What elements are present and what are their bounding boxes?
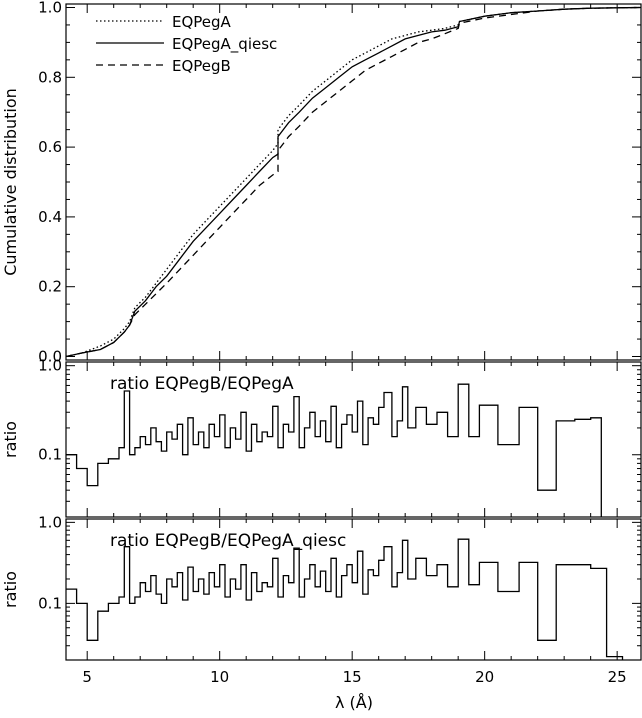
series-line-eqpega <box>66 6 641 358</box>
panel-title: ratio EQPegB/EQPegA_qiesc <box>110 531 346 551</box>
plot-frame <box>65 3 642 361</box>
y-axis-title: Cumulative distribution <box>1 88 20 276</box>
legend-label: EQPegB <box>172 57 231 75</box>
panel-ratio-a: 0.1 1.0 ratio ratio EQPegB/EQPegA <box>1 357 642 518</box>
series-line-ratio-b-ratio <box>66 538 624 660</box>
x-tick-label: 10 <box>210 668 229 686</box>
x-tick-label: 5 <box>82 668 92 686</box>
plot-frame <box>65 361 642 518</box>
y-tick-label: 0.2 <box>38 278 62 296</box>
series-line-ratio-a-ratio <box>66 383 602 517</box>
legend-label: EQPegA <box>172 13 232 31</box>
y-tick-label: 1.0 <box>38 513 62 531</box>
series-line-eqpega-qiesc <box>66 6 641 358</box>
y-axis-title: ratio <box>1 571 20 608</box>
series-line-eqpegb <box>66 6 641 358</box>
y-axis-title: ratio <box>1 421 20 458</box>
x-axis-labels: 5 10 15 20 25 <box>82 668 626 686</box>
x-tick-label: 25 <box>608 668 627 686</box>
y-tick-label: 0.0 <box>38 348 62 366</box>
y-tick-label: 0.6 <box>38 138 62 156</box>
panel-cumulative: 0.0 0.2 0.4 0.6 0.8 1.0 Cumulative distributio… <box>1 0 642 366</box>
y-tick-label: 0.1 <box>38 446 62 464</box>
panel-ratio-b: 0.1 1.0 ratio ratio EQPegB/EQPegA_qiesc <box>1 513 642 661</box>
y-tick-label: 0.8 <box>38 68 62 86</box>
legend-label: EQPegA_qiesc <box>172 35 277 54</box>
panel-title: ratio EQPegB/EQPegA <box>110 374 294 394</box>
y-tick-label: 0.4 <box>38 208 62 226</box>
x-axis-title: λ (Å) <box>335 693 373 712</box>
x-tick-label: 20 <box>475 668 494 686</box>
x-tick-label: 15 <box>343 668 362 686</box>
y-tick-label: 0.1 <box>38 594 62 612</box>
y-tick-label: 1.0 <box>38 0 62 16</box>
y-tick-label: 1.0 <box>38 357 62 375</box>
